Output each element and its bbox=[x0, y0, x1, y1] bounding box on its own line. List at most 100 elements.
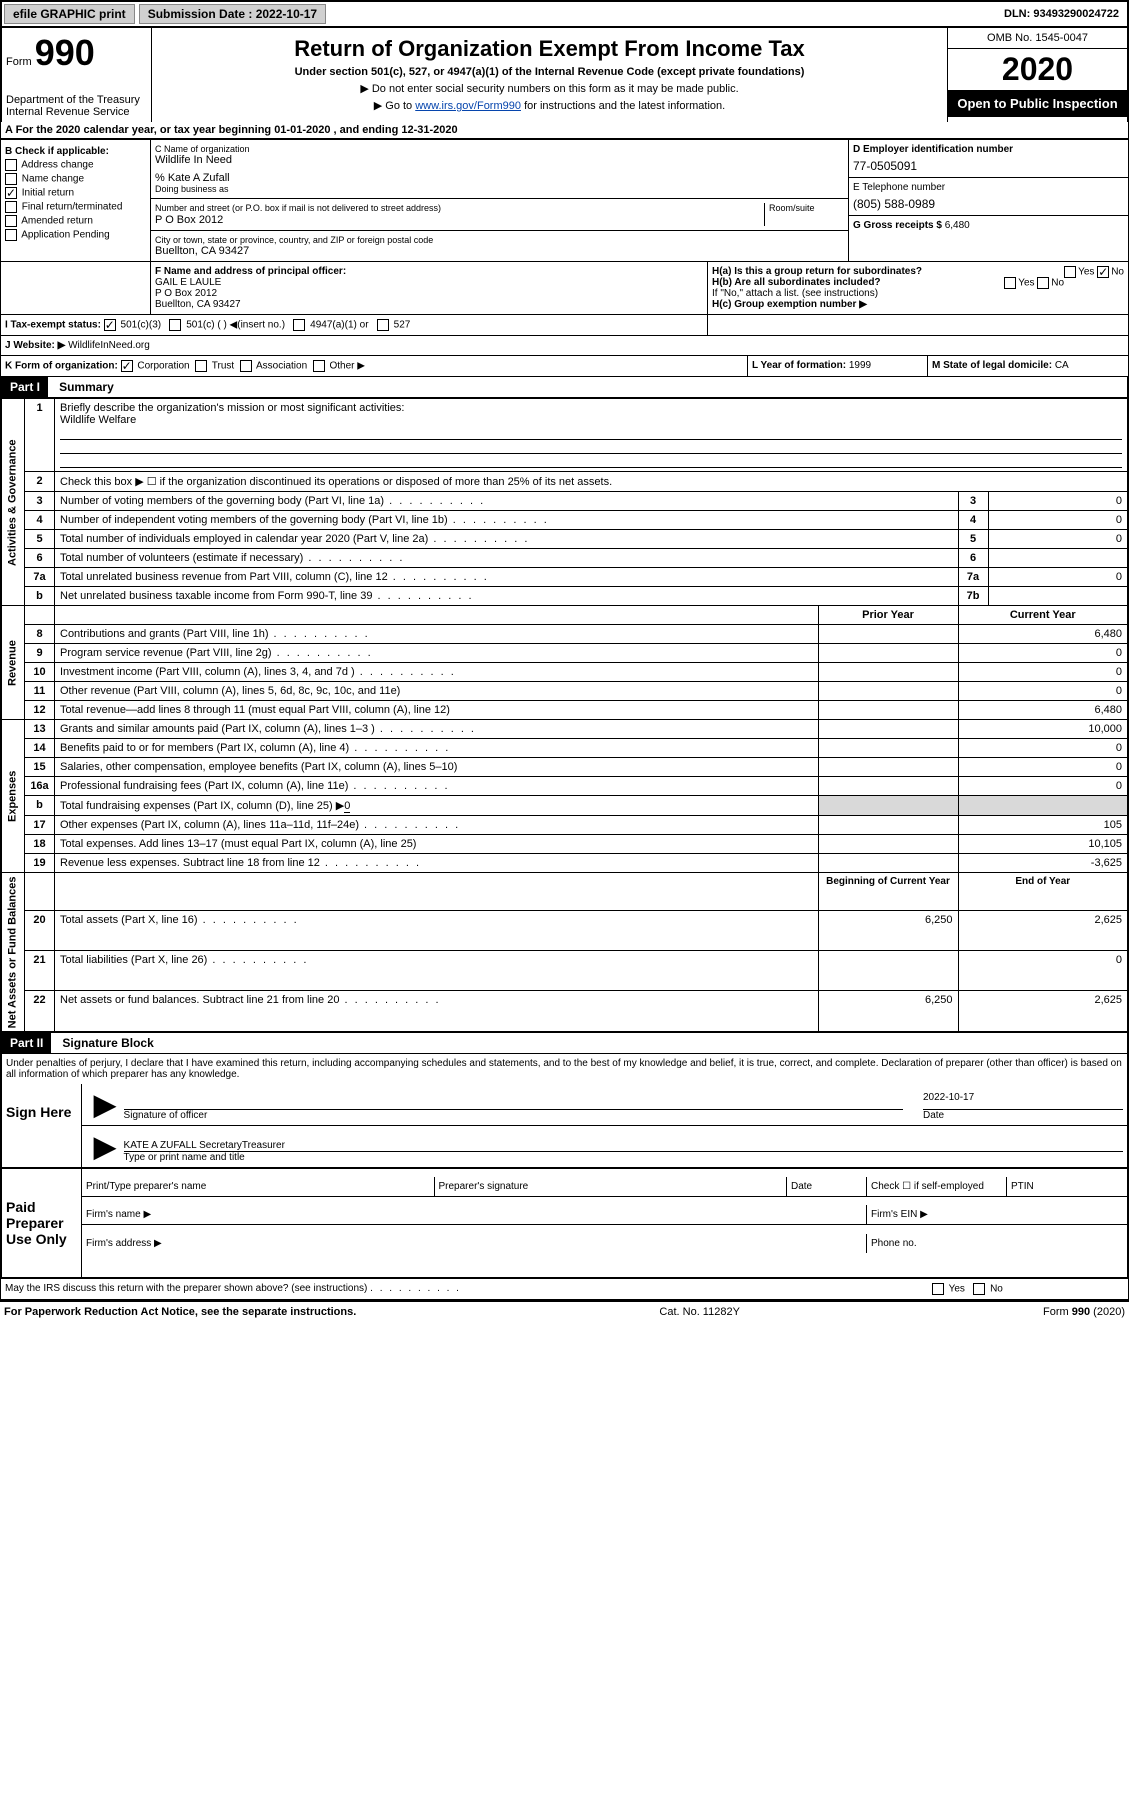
dln-text: DLN: 93493290024722 bbox=[996, 6, 1127, 22]
officer-addr2: Buellton, CA 93427 bbox=[155, 299, 703, 310]
year-formation: 1999 bbox=[849, 360, 871, 371]
ein-val: 77-0505091 bbox=[853, 159, 1124, 173]
submission-btn[interactable]: Submission Date : 2022-10-17 bbox=[139, 4, 326, 24]
begin-year-hdr: Beginning of Current Year bbox=[818, 873, 958, 911]
sign-date-label: Date bbox=[923, 1110, 944, 1121]
v4: 0 bbox=[988, 511, 1128, 530]
gross-receipts: 6,480 bbox=[945, 220, 970, 231]
amended-cb[interactable] bbox=[5, 215, 17, 227]
q22: Net assets or fund balances. Subtract li… bbox=[60, 994, 339, 1006]
irs-link[interactable]: www.irs.gov/Form990 bbox=[415, 100, 521, 112]
dba-label: Doing business as bbox=[155, 184, 844, 194]
q13: Grants and similar amounts paid (Part IX… bbox=[60, 723, 375, 735]
v8c: 6,480 bbox=[958, 625, 1128, 644]
city-val: Buellton, CA 93427 bbox=[155, 245, 844, 257]
501c3-cb[interactable] bbox=[104, 319, 116, 331]
q10: Investment income (Part VIII, column (A)… bbox=[60, 666, 355, 678]
v22e: 2,625 bbox=[958, 991, 1128, 1032]
v21b bbox=[818, 951, 958, 991]
527-label: 527 bbox=[394, 320, 411, 331]
side-activities: Activities & Governance bbox=[1, 399, 25, 606]
note1: ▶ Do not enter social security numbers o… bbox=[156, 82, 943, 95]
g-label: G Gross receipts $ bbox=[853, 220, 942, 231]
other-label: Other ▶ bbox=[329, 361, 364, 372]
prep-name-label: Print/Type preparer's name bbox=[82, 1177, 435, 1196]
room-label: Room/suite bbox=[769, 203, 815, 213]
b-label: B Check if applicable: bbox=[5, 146, 146, 157]
j-label: J Website: ▶ bbox=[5, 340, 65, 351]
v19c: -3,625 bbox=[958, 854, 1128, 873]
side-netassets: Net Assets or Fund Balances bbox=[1, 873, 25, 1032]
m-label: M State of legal domicile: bbox=[932, 360, 1052, 371]
ha-no-cb[interactable] bbox=[1097, 266, 1109, 278]
name-change-label: Name change bbox=[22, 174, 84, 185]
state-domicile: CA bbox=[1055, 360, 1069, 371]
firm-ein-label: Firm's EIN ▶ bbox=[867, 1205, 1127, 1224]
sign-arrow-icon2: ▶ bbox=[94, 1130, 116, 1163]
q8: Contributions and grants (Part VIII, lin… bbox=[60, 628, 269, 640]
city-label: City or town, state or province, country… bbox=[155, 235, 844, 245]
name-change-cb[interactable] bbox=[5, 173, 17, 185]
q9: Program service revenue (Part VIII, line… bbox=[60, 647, 272, 659]
amended-label: Amended return bbox=[21, 216, 93, 227]
q7b: Net unrelated business taxable income fr… bbox=[60, 590, 372, 602]
final-return-label: Final return/terminated bbox=[22, 202, 123, 213]
tax-year: 2020 bbox=[948, 49, 1127, 90]
v9c: 0 bbox=[958, 644, 1128, 663]
officer-name: GAIL E LAULE bbox=[155, 277, 703, 288]
street-val: P O Box 2012 bbox=[155, 214, 223, 226]
app-pending-cb[interactable] bbox=[5, 229, 17, 241]
v20b: 6,250 bbox=[818, 910, 958, 950]
v13c: 10,000 bbox=[958, 720, 1128, 739]
trust-label: Trust bbox=[212, 361, 234, 372]
d-label: D Employer identification number bbox=[853, 144, 1124, 155]
v14c: 0 bbox=[958, 739, 1128, 758]
summary-table: Activities & Governance 1 Briefly descri… bbox=[0, 398, 1129, 1033]
501c3-label: 501(c)(3) bbox=[121, 320, 162, 331]
firm-phone-label: Phone no. bbox=[867, 1234, 1127, 1253]
v18c: 10,105 bbox=[958, 835, 1128, 854]
other-cb[interactable] bbox=[313, 360, 325, 372]
ha-yes-cb[interactable] bbox=[1064, 266, 1076, 278]
form-title: Return of Organization Exempt From Incom… bbox=[156, 36, 943, 62]
sign-date-val: 2022-10-17 bbox=[923, 1092, 1123, 1110]
irs-no-cb[interactable] bbox=[973, 1283, 985, 1295]
no-label2: No bbox=[1051, 278, 1064, 289]
current-year-hdr: Current Year bbox=[958, 606, 1128, 625]
501c-cb[interactable] bbox=[169, 319, 181, 331]
no-label: No bbox=[1111, 267, 1124, 278]
assoc-cb[interactable] bbox=[240, 360, 252, 372]
initial-return-cb[interactable] bbox=[5, 187, 17, 199]
efile-btn[interactable]: efile GRAPHIC print bbox=[4, 4, 135, 24]
officer-addr1: P O Box 2012 bbox=[155, 288, 703, 299]
q17: Other expenses (Part IX, column (A), lin… bbox=[60, 819, 359, 831]
trust-cb[interactable] bbox=[195, 360, 207, 372]
final-return-cb[interactable] bbox=[5, 201, 17, 213]
type-print-label: Type or print name and title bbox=[124, 1152, 245, 1163]
q16b-val: 0 bbox=[344, 800, 350, 813]
4947-cb[interactable] bbox=[293, 319, 305, 331]
hb-no-cb[interactable] bbox=[1037, 277, 1049, 289]
note2-pre: ▶ Go to bbox=[374, 100, 415, 112]
irs-yes-cb[interactable] bbox=[932, 1283, 944, 1295]
v22b: 6,250 bbox=[818, 991, 958, 1032]
hb-yes-cb[interactable] bbox=[1004, 277, 1016, 289]
v7b bbox=[988, 587, 1128, 606]
q11: Other revenue (Part VIII, column (A), li… bbox=[55, 682, 819, 701]
omb-number: OMB No. 1545-0047 bbox=[948, 28, 1127, 49]
dept-text: Department of the Treasury Internal Reve… bbox=[6, 94, 147, 118]
line-a: A For the 2020 calendar year, or tax yea… bbox=[0, 122, 1129, 139]
corp-cb[interactable] bbox=[121, 360, 133, 372]
part2-header: Part II bbox=[2, 1033, 51, 1053]
q16b: Total fundraising expenses (Part IX, col… bbox=[60, 800, 344, 812]
declaration-text: Under penalties of perjury, I declare th… bbox=[0, 1054, 1129, 1084]
form-header: Form 990 Department of the Treasury Inte… bbox=[0, 28, 1129, 122]
phone-val: (805) 588-0989 bbox=[853, 197, 1124, 211]
sig-officer-label: Signature of officer bbox=[124, 1110, 208, 1121]
527-cb[interactable] bbox=[377, 319, 389, 331]
q12: Total revenue—add lines 8 through 11 (mu… bbox=[55, 701, 819, 720]
v12c: 6,480 bbox=[958, 701, 1128, 720]
cat-no: Cat. No. 11282Y bbox=[659, 1306, 740, 1318]
assoc-label: Association bbox=[256, 361, 307, 372]
addr-change-cb[interactable] bbox=[5, 159, 17, 171]
